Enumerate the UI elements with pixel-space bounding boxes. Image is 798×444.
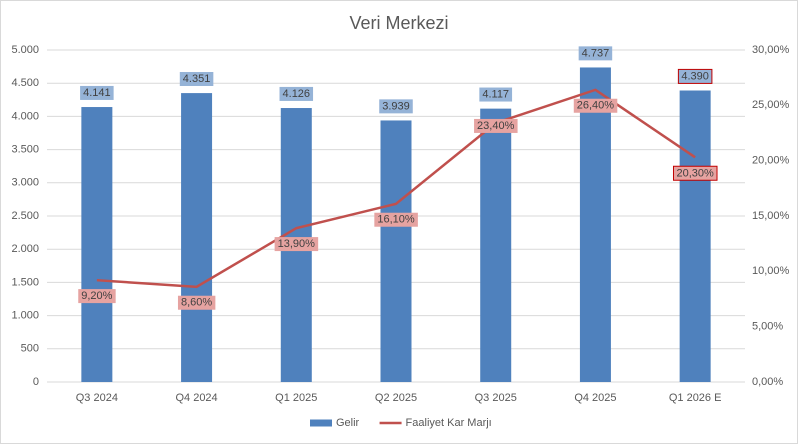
y-tick-label: 5.000 bbox=[11, 44, 39, 56]
y-tick-label: 4.500 bbox=[11, 77, 39, 89]
data-label: 20,30% bbox=[672, 165, 718, 181]
legend-label: Gelir bbox=[336, 417, 360, 429]
data-label-text: 4.737 bbox=[582, 47, 610, 59]
data-label: 16,10% bbox=[374, 212, 418, 227]
legend-label: Faaliyet Kar Marjı bbox=[406, 417, 492, 429]
data-label-box bbox=[379, 99, 413, 114]
bar bbox=[181, 93, 213, 382]
x-tick-label: Q3 2025 bbox=[475, 392, 517, 404]
line bbox=[96, 88, 696, 289]
data-label-text: 9,20% bbox=[81, 290, 112, 302]
x-tick-label: Q4 2024 bbox=[175, 392, 217, 404]
y2-tick-label: 20,00% bbox=[752, 155, 790, 167]
data-label-box bbox=[573, 98, 618, 113]
data-label-box bbox=[672, 165, 718, 181]
x-tick-label: Q1 2025 bbox=[275, 392, 317, 404]
data-label-text: 4.141 bbox=[83, 87, 111, 99]
legend-swatch bbox=[310, 419, 332, 427]
y2-tick-label: 30,00% bbox=[752, 44, 790, 56]
y2-tick-label: 5,00% bbox=[752, 321, 783, 333]
y-tick-label: 3.000 bbox=[11, 177, 39, 189]
y2-tick-label: 25,00% bbox=[752, 99, 790, 111]
data-label-text: 23,40% bbox=[477, 120, 515, 132]
data-label-box bbox=[274, 237, 319, 252]
bar bbox=[380, 120, 412, 382]
y2-tick-label: 10,00% bbox=[752, 265, 790, 277]
data-label-text: 3.939 bbox=[382, 100, 410, 112]
x-tick-label: Q1 2026 E bbox=[669, 392, 722, 404]
y-tick-label: 0 bbox=[33, 376, 39, 388]
data-label-text: 4.351 bbox=[183, 73, 211, 85]
data-label-text: 20,30% bbox=[676, 167, 714, 179]
data-label-text: 4.117 bbox=[482, 89, 509, 101]
data-label-text: 8,60% bbox=[181, 297, 212, 309]
y-tick-label: 4.000 bbox=[11, 110, 39, 122]
data-label-box bbox=[78, 289, 116, 304]
y-tick-label: 500 bbox=[21, 343, 39, 355]
data-label-text: 13,90% bbox=[278, 238, 316, 250]
y-tick-label: 2.500 bbox=[11, 210, 39, 222]
data-label-box bbox=[479, 87, 513, 102]
bar bbox=[81, 107, 113, 382]
y-tick-label: 2.000 bbox=[11, 243, 39, 255]
bar bbox=[679, 90, 711, 382]
data-label: 9,20% bbox=[78, 289, 116, 304]
data-label: 8,60% bbox=[177, 295, 216, 310]
x-tick-label: Q2 2025 bbox=[375, 392, 417, 404]
chart-title: Veri Merkezi bbox=[349, 13, 448, 33]
data-label-text: 4.390 bbox=[681, 70, 709, 82]
data-label-box bbox=[179, 71, 214, 86]
data-label: 4.737 bbox=[578, 46, 613, 61]
data-label: 26,40% bbox=[573, 98, 618, 113]
data-label: 3.939 bbox=[379, 99, 413, 114]
data-label-box bbox=[374, 212, 418, 227]
y2-tick-label: 15,00% bbox=[752, 210, 790, 222]
x-tick-label: Q4 2025 bbox=[574, 392, 616, 404]
data-label-box bbox=[474, 118, 518, 133]
data-label: 4.117 bbox=[479, 87, 513, 102]
data-label: 4.351 bbox=[179, 71, 214, 86]
y2-tick-label: 0,00% bbox=[752, 376, 783, 388]
data-label-box bbox=[279, 86, 314, 101]
data-label: 4.126 bbox=[279, 86, 314, 101]
y-tick-label: 3.500 bbox=[11, 144, 39, 156]
bar bbox=[480, 108, 512, 383]
data-label-text: 4.126 bbox=[283, 88, 311, 100]
data-label-box bbox=[677, 68, 713, 84]
data-label-text: 16,10% bbox=[377, 214, 415, 226]
data-label: 13,90% bbox=[274, 237, 319, 252]
data-label: 4.390 bbox=[677, 68, 713, 84]
data-label-box bbox=[578, 46, 613, 61]
data-label-box bbox=[80, 85, 114, 100]
y-tick-label: 1.000 bbox=[11, 310, 39, 322]
data-label: 4.141 bbox=[80, 85, 114, 100]
data-label: 23,40% bbox=[474, 118, 518, 133]
y-tick-label: 1.500 bbox=[11, 276, 39, 288]
data-label-text: 26,40% bbox=[577, 100, 615, 112]
data-label-box bbox=[177, 295, 216, 310]
x-tick-label: Q3 2024 bbox=[76, 392, 118, 404]
bar bbox=[579, 67, 611, 383]
